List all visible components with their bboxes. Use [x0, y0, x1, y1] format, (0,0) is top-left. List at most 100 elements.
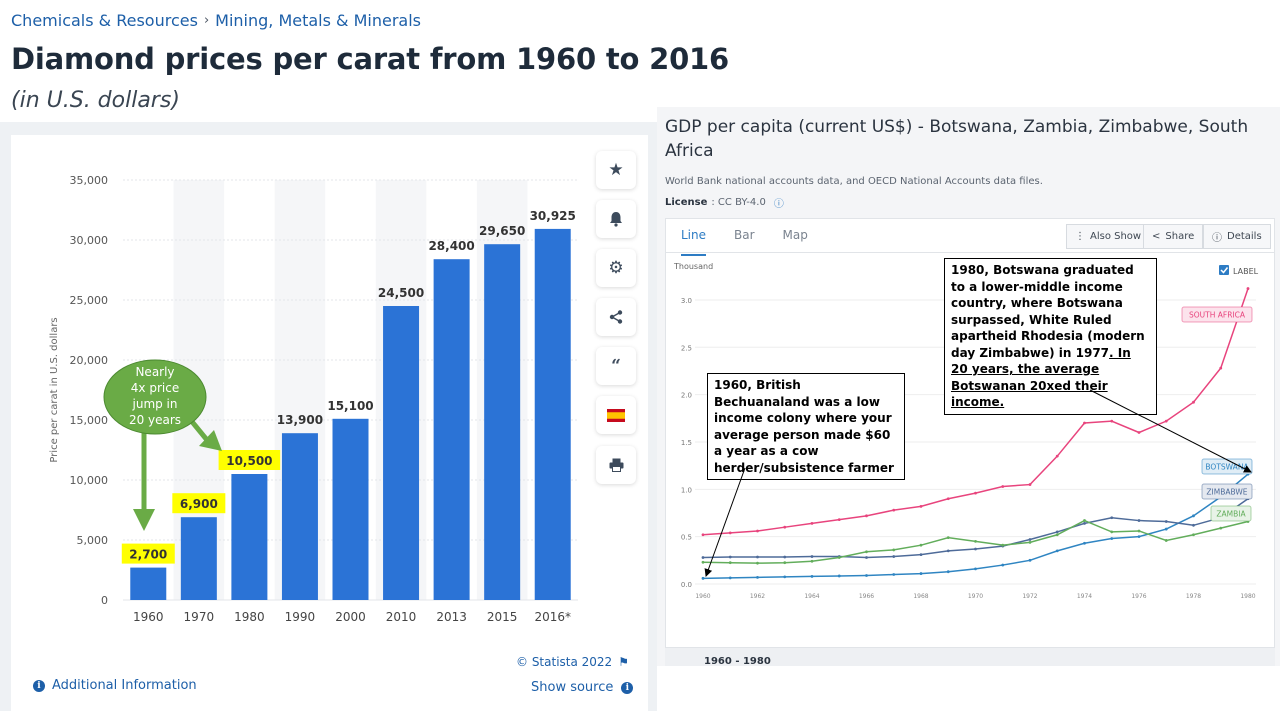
print-button[interactable] [596, 446, 636, 484]
details-label: Details [1227, 231, 1262, 242]
point [756, 575, 759, 579]
point [1192, 523, 1195, 527]
share-icon [609, 310, 623, 324]
star-icon: ★ [608, 160, 624, 179]
share-button[interactable] [596, 298, 636, 336]
settings-button[interactable]: ⚙ [596, 249, 636, 287]
point [1001, 563, 1005, 567]
worldbank-license: License : CC BY-4.0 ⓘ [665, 195, 784, 210]
tab-map[interactable]: Map [782, 228, 808, 242]
series-tag-box [1181, 306, 1253, 323]
value-highlight [218, 450, 281, 470]
annotation-text: Nearly [135, 365, 174, 379]
point [946, 570, 950, 574]
info-icon: i [621, 681, 634, 694]
range-slider-bar[interactable] [665, 648, 1275, 666]
bar-1960 [130, 567, 167, 600]
value-label: 6,900 [180, 497, 218, 511]
x-tick-label: 1990 [285, 610, 316, 624]
point [837, 518, 841, 522]
license-value: : CC BY-4.0 [711, 197, 766, 208]
point [701, 576, 705, 580]
point [701, 556, 705, 559]
page-subtitle: (in U.S. dollars) [11, 88, 180, 113]
bar-1980 [231, 474, 268, 600]
y-axis-label: Price per carat in U.S. dollars [49, 317, 60, 462]
series-tag-label: ZAMBIA [1216, 510, 1246, 519]
point [837, 574, 841, 578]
point [1110, 537, 1114, 540]
point [1055, 533, 1059, 537]
point [1055, 530, 1059, 534]
language-button[interactable] [596, 396, 636, 434]
y-tick-label: 3.0 [681, 297, 692, 305]
point [892, 508, 896, 512]
point [919, 543, 923, 547]
range-label: 1960 - 1980 [704, 656, 771, 667]
point [1055, 549, 1059, 553]
gear-icon: ⚙ [608, 258, 624, 277]
point [919, 504, 923, 508]
x-tick-label: 1974 [1077, 593, 1092, 600]
series-tag-box [1201, 483, 1253, 500]
point [1028, 558, 1032, 562]
y-tick-label: 0.0 [681, 581, 692, 589]
series-tag-label: BOTSWANA [1205, 463, 1249, 472]
favorite-button[interactable]: ★ [596, 151, 636, 189]
point [974, 539, 977, 543]
notification-button[interactable] [596, 200, 636, 238]
y-tick-label: 2.0 [681, 392, 692, 400]
bar-1970 [180, 517, 217, 600]
point [810, 559, 814, 563]
quote-icon: “ [611, 356, 621, 376]
callout-1980-text: 1980, Botswana graduated to a lower-midd… [951, 263, 1145, 360]
point [783, 561, 787, 565]
point [1110, 516, 1114, 520]
tab-line[interactable]: Line [681, 228, 707, 256]
annotation-text: 20 years [129, 413, 181, 427]
point [946, 536, 950, 540]
info-icon[interactable]: ⓘ [773, 199, 784, 210]
point [919, 553, 923, 557]
point [1137, 431, 1141, 434]
tab-bar[interactable]: Bar [734, 228, 755, 242]
point [728, 576, 732, 580]
x-tick-label: 2013 [436, 610, 467, 624]
point [1110, 530, 1114, 534]
also-show-button[interactable]: ⋮ Also Show [1066, 224, 1151, 249]
y-tick-label: 1.5 [681, 439, 692, 447]
point [1028, 540, 1032, 544]
additional-info-link[interactable]: i Additional Information [33, 678, 197, 693]
breadcrumb-link-chemicals[interactable]: Chemicals & Resources [11, 11, 198, 30]
details-button[interactable]: ⓘ Details [1203, 224, 1271, 249]
point [1192, 514, 1195, 518]
value-label: 13,900 [277, 413, 323, 427]
share-chart-button[interactable]: < Share [1143, 224, 1204, 249]
value-label: 10,500 [226, 454, 272, 468]
point [1192, 400, 1195, 404]
y-unit-label: Thousand [673, 262, 713, 271]
x-tick-label: 1970 [968, 593, 983, 600]
y-tick-label: 5,000 [77, 534, 109, 547]
label-toggle-text: LABEL [1233, 267, 1259, 276]
value-label: 29,650 [479, 224, 525, 238]
x-tick-label: 1980 [234, 610, 265, 624]
point [783, 525, 787, 529]
checkmark-icon [1220, 267, 1229, 274]
info-icon: ⓘ [1212, 233, 1222, 244]
x-tick-label: 1976 [1131, 593, 1146, 600]
y-tick-label: 30,000 [70, 234, 109, 247]
breadcrumb-link-mining[interactable]: Mining, Metals & Minerals [215, 11, 421, 30]
point [756, 555, 759, 559]
point [837, 556, 841, 559]
bar-2013 [433, 259, 470, 600]
value-label: 2,700 [129, 548, 167, 562]
series-tag-box [1210, 505, 1252, 522]
label-checkbox [1219, 265, 1229, 275]
cite-button[interactable]: “ [596, 347, 636, 385]
y-tick-label: 15,000 [70, 414, 109, 427]
license-label: License [665, 197, 708, 208]
y-tick-label: 0 [101, 594, 108, 607]
show-source-link[interactable]: Show source i [531, 680, 634, 695]
copyright-link[interactable]: © Statista 2022 ⚑ [516, 655, 629, 669]
